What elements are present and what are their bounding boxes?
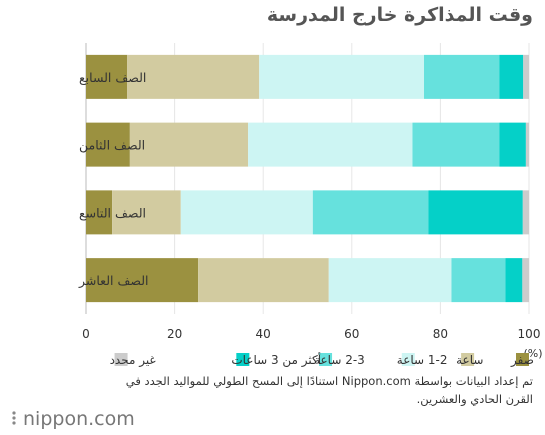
legend-swatch (236, 353, 250, 366)
legend-label: أكثر من 3 ساعات (231, 352, 321, 368)
bar-segment (129, 122, 249, 167)
bar-segment (259, 54, 425, 99)
bar-segment (86, 258, 199, 303)
bar-segment (428, 190, 523, 235)
bar-segment (499, 54, 524, 99)
legend-swatch (461, 353, 475, 366)
logo-text: nippon (23, 408, 89, 430)
legend-swatch (114, 353, 128, 366)
bar-segment (412, 122, 500, 167)
bar-segment (248, 122, 413, 167)
bar-segment (86, 54, 128, 99)
logo-suffix: .com (88, 408, 135, 430)
legend-label: 1-2 ساعة (397, 353, 448, 367)
bar-segment (180, 190, 313, 235)
bars-layer (86, 54, 529, 303)
bar-segment (312, 190, 429, 235)
bar-segment (451, 258, 506, 303)
bar-segment (522, 258, 529, 303)
bar-segment (198, 258, 329, 303)
category-label: الصف العاشر (78, 273, 149, 289)
bar-segment (86, 122, 130, 167)
legend-swatch (401, 353, 415, 366)
bar-segment (112, 190, 181, 235)
nippon-logo[interactable]: nippon.com (10, 408, 135, 430)
legend-label: ساعة (456, 353, 483, 367)
bar-segment (328, 258, 452, 303)
x-tick-label: 60 (344, 327, 359, 341)
bar-segment (505, 258, 523, 303)
bar-segment (523, 54, 529, 99)
legend-swatch (319, 353, 333, 366)
legend-label: غير محدد (110, 353, 156, 368)
bar-segment (424, 54, 500, 99)
chart-title: وقت المذاكرة خارج المدرسة (266, 4, 533, 26)
category-labels: الصف السابع الصف الثامن الصف التاسع الصف ال… (78, 70, 149, 289)
x-tick-label: 20 (167, 327, 182, 341)
legend-label: صفر (510, 353, 534, 368)
category-label: الصف الثامن (79, 138, 145, 154)
bar-segment (86, 190, 113, 235)
x-axis-ticks: 0 20 40 60 80 100 (82, 327, 540, 341)
x-tick-label: 40 (256, 327, 271, 341)
bar-segment (522, 190, 529, 235)
bar-segment (525, 122, 529, 167)
legend-swatch (516, 353, 529, 366)
source-note: تم إعداد البيانات بواسطة Nippon.com استن… (125, 374, 533, 406)
bar-segment (499, 122, 526, 167)
legend-label: 2-3 ساعة (314, 353, 365, 367)
x-tick-label: 80 (433, 327, 448, 341)
logo-dots-icon (12, 411, 16, 425)
x-tick-label: 0 (82, 327, 90, 341)
bar-segment (127, 54, 260, 99)
stacked-bar-chart: الصف السابع الصف الثامن الصف التاسع الصف ال… (78, 43, 543, 368)
category-label: الصف السابع (79, 70, 146, 85)
category-label: الصف التاسع (79, 205, 146, 220)
x-tick-label: 100 (518, 327, 541, 341)
